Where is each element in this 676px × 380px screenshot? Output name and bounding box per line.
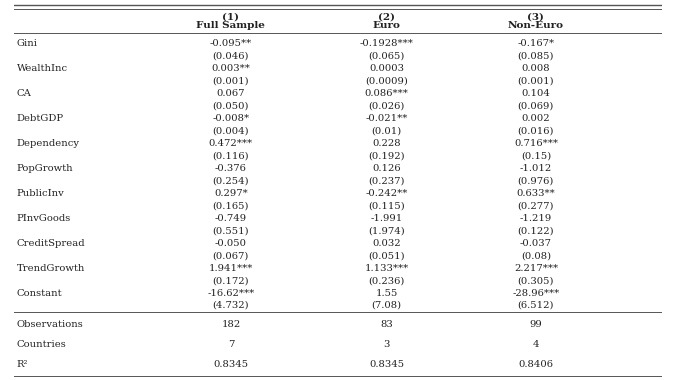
Text: Full Sample: Full Sample [197, 21, 266, 30]
Text: (0.115): (0.115) [368, 201, 405, 210]
Text: 0.003**: 0.003** [212, 64, 250, 73]
Text: 0.0003: 0.0003 [369, 64, 404, 73]
Text: 0.8345: 0.8345 [369, 360, 404, 369]
Text: -0.167*: -0.167* [517, 39, 554, 48]
Text: 0.472***: 0.472*** [209, 139, 253, 148]
Text: Gini: Gini [17, 39, 38, 48]
Text: PublicInv: PublicInv [17, 189, 64, 198]
Text: R²: R² [17, 360, 28, 369]
Text: -0.749: -0.749 [215, 214, 247, 223]
Text: (0.122): (0.122) [518, 226, 554, 235]
Text: (0.051): (0.051) [368, 251, 405, 260]
Text: WealthInc: WealthInc [17, 64, 68, 73]
Text: -1.991: -1.991 [370, 214, 403, 223]
Text: Dependency: Dependency [17, 139, 80, 148]
Text: (1.974): (1.974) [368, 226, 405, 235]
Text: 1.941***: 1.941*** [209, 264, 253, 272]
Text: 1.55: 1.55 [375, 288, 398, 298]
Text: (7.08): (7.08) [372, 301, 402, 310]
Text: (0.065): (0.065) [368, 52, 405, 60]
Text: (0.237): (0.237) [368, 176, 405, 185]
Text: 83: 83 [381, 320, 393, 329]
Text: (0.165): (0.165) [213, 201, 249, 210]
Text: (0.069): (0.069) [518, 101, 554, 111]
Text: PopGrowth: PopGrowth [17, 164, 74, 173]
Text: (0.172): (0.172) [213, 276, 249, 285]
Text: 0.8345: 0.8345 [214, 360, 249, 369]
Text: (0.254): (0.254) [213, 176, 249, 185]
Text: Euro: Euro [372, 21, 401, 30]
Text: DebtGDP: DebtGDP [17, 114, 64, 123]
Text: (0.192): (0.192) [368, 151, 405, 160]
Text: 3: 3 [383, 340, 390, 349]
Text: (0.116): (0.116) [213, 151, 249, 160]
Text: (0.026): (0.026) [368, 101, 405, 111]
Text: (0.976): (0.976) [518, 176, 554, 185]
Text: 1.133***: 1.133*** [364, 264, 409, 272]
Text: PInvGoods: PInvGoods [17, 214, 71, 223]
Text: 0.716***: 0.716*** [514, 139, 558, 148]
Text: -1.012: -1.012 [520, 164, 552, 173]
Text: 0.032: 0.032 [372, 239, 401, 248]
Text: 0.008: 0.008 [522, 64, 550, 73]
Text: (0.08): (0.08) [521, 251, 551, 260]
Text: -0.095**: -0.095** [210, 39, 252, 48]
Text: -1.219: -1.219 [520, 214, 552, 223]
Text: 0.104: 0.104 [521, 89, 550, 98]
Text: (0.001): (0.001) [518, 76, 554, 86]
Text: Observations: Observations [17, 320, 84, 329]
Text: 7: 7 [228, 340, 234, 349]
Text: -0.1928***: -0.1928*** [360, 39, 414, 48]
Text: (6.512): (6.512) [518, 301, 554, 310]
Text: -0.037: -0.037 [520, 239, 552, 248]
Text: (0.01): (0.01) [372, 127, 402, 135]
Text: 0.8406: 0.8406 [518, 360, 554, 369]
Text: (0.551): (0.551) [213, 226, 249, 235]
Text: Countries: Countries [17, 340, 66, 349]
Text: (0.067): (0.067) [213, 251, 249, 260]
Text: -0.050: -0.050 [215, 239, 247, 248]
Text: 2.217***: 2.217*** [514, 264, 558, 272]
Text: 0.633**: 0.633** [516, 189, 555, 198]
Text: -0.008*: -0.008* [212, 114, 249, 123]
Text: Non-Euro: Non-Euro [508, 21, 564, 30]
Text: (0.305): (0.305) [518, 276, 554, 285]
Text: 182: 182 [221, 320, 241, 329]
Text: TrendGrowth: TrendGrowth [17, 264, 85, 272]
Text: 0.297*: 0.297* [214, 189, 248, 198]
Text: (0.085): (0.085) [518, 52, 554, 60]
Text: -16.62***: -16.62*** [208, 288, 255, 298]
Text: (0.0009): (0.0009) [365, 76, 408, 86]
Text: (0.050): (0.050) [213, 101, 249, 111]
Text: 0.067: 0.067 [217, 89, 245, 98]
Text: 0.002: 0.002 [522, 114, 550, 123]
Text: 99: 99 [529, 320, 542, 329]
Text: (1): (1) [222, 12, 239, 21]
Text: -0.376: -0.376 [215, 164, 247, 173]
Text: (0.236): (0.236) [368, 276, 405, 285]
Text: CA: CA [17, 89, 32, 98]
Text: (0.001): (0.001) [213, 76, 249, 86]
Text: -28.96***: -28.96*** [512, 288, 560, 298]
Text: 0.228: 0.228 [372, 139, 401, 148]
Text: (4.732): (4.732) [213, 301, 249, 310]
Text: 0.126: 0.126 [372, 164, 401, 173]
Text: (2): (2) [378, 12, 395, 21]
Text: Constant: Constant [17, 288, 62, 298]
Text: (0.004): (0.004) [213, 127, 249, 135]
Text: (0.046): (0.046) [213, 52, 249, 60]
Text: 4: 4 [533, 340, 539, 349]
Text: (0.15): (0.15) [521, 151, 551, 160]
Text: (3): (3) [527, 12, 544, 21]
Text: -0.021**: -0.021** [366, 114, 408, 123]
Text: CreditSpread: CreditSpread [17, 239, 85, 248]
Text: 0.086***: 0.086*** [365, 89, 408, 98]
Text: (0.016): (0.016) [518, 127, 554, 135]
Text: (0.277): (0.277) [518, 201, 554, 210]
Text: -0.242**: -0.242** [366, 189, 408, 198]
